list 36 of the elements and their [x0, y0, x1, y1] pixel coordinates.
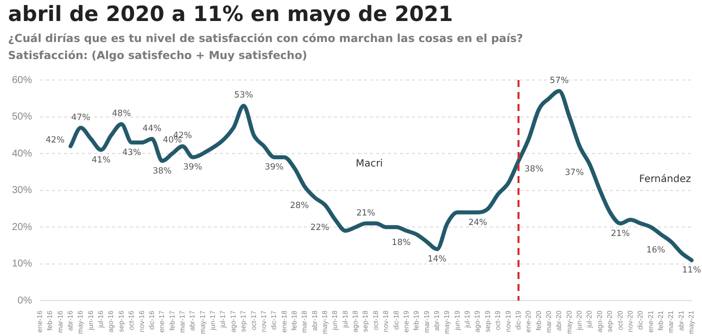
- annotation: Macri: [356, 158, 383, 170]
- y-tick-label: 10%: [12, 258, 32, 270]
- data-label: 44%: [142, 124, 162, 134]
- data-label: 43%: [122, 148, 142, 158]
- data-label: 18%: [392, 238, 411, 248]
- data-label: 48%: [112, 109, 131, 120]
- data-label: 39%: [264, 162, 284, 173]
- data-label: 16%: [646, 245, 666, 256]
- data-label: 21%: [610, 228, 630, 239]
- y-tick-label: 30%: [12, 185, 32, 196]
- y-tick-label: 0%: [18, 295, 32, 306]
- annotation: Fernández: [639, 174, 691, 185]
- data-label: 40%: [162, 136, 182, 146]
- y-tick-label: 50%: [12, 112, 32, 123]
- data-label: 37%: [564, 168, 584, 178]
- data-label: 57%: [550, 76, 569, 86]
- line-series: [68, 89, 694, 262]
- data-label: 28%: [290, 201, 309, 212]
- data-label: 38%: [152, 166, 172, 176]
- data-label: 47%: [71, 112, 90, 123]
- data-label: 21%: [356, 208, 376, 218]
- data-label: 42%: [46, 135, 65, 146]
- data-label: 24%: [468, 218, 488, 228]
- data-label: 41%: [92, 155, 111, 166]
- data-label: 38%: [524, 164, 544, 174]
- text: Satisfacción: (Algo satisfecho + Muy satisfecho): [8, 49, 308, 62]
- data-label: 53%: [234, 90, 254, 101]
- data-label: 22%: [310, 223, 330, 234]
- y-tick-label: 60%: [12, 74, 32, 86]
- chart-title: abril de 2020 a 11% en mayo de 2021: [8, 2, 454, 26]
- data-label: 14%: [428, 254, 447, 265]
- data-label: 39%: [183, 162, 202, 173]
- y-tick-label: 40%: [12, 148, 32, 160]
- y-tick-label: 20%: [12, 222, 32, 233]
- data-label: 11%: [682, 266, 702, 276]
- chart-subtitle: ¿Cuál dirías que es tu nivel de satisfacción con cómo marchan las cosas en el país?: [8, 32, 524, 45]
